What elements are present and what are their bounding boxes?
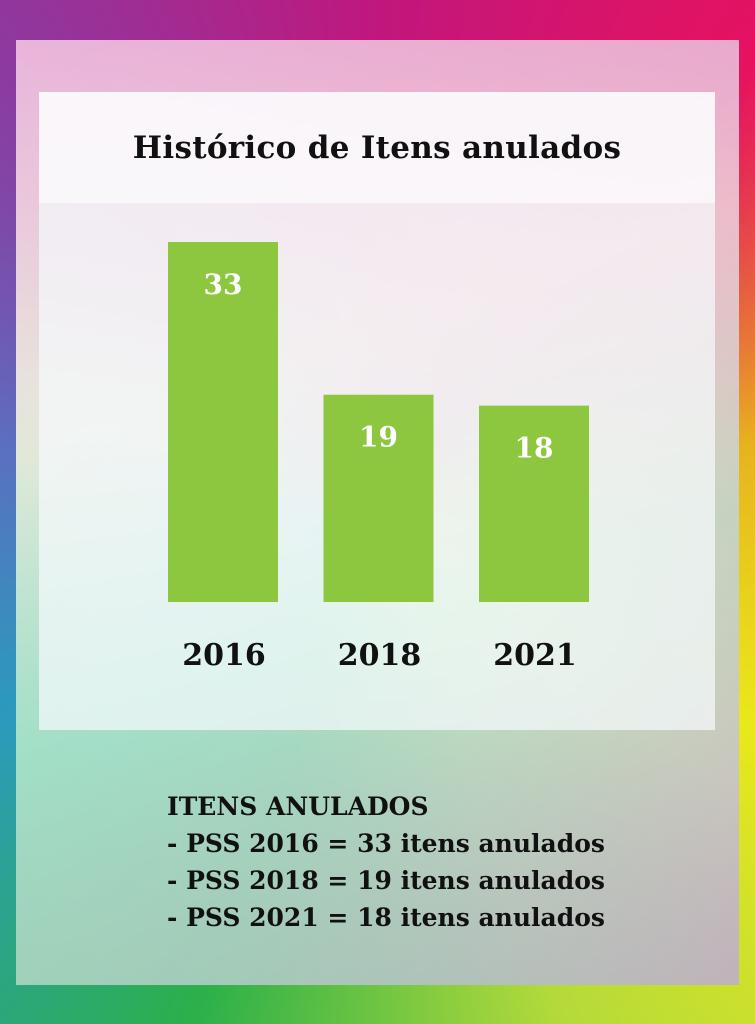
bar-2016 — [168, 242, 278, 602]
x-tick-2021: 2021 — [493, 638, 577, 673]
summary-line-2021: - PSS 2021 = 18 itens anulados — [167, 903, 605, 932]
data-label-2018: 19 — [359, 421, 398, 454]
chart-title: Histórico de Itens anulados — [132, 129, 622, 166]
x-tick-2016: 2016 — [182, 638, 266, 673]
bar-2021 — [479, 405, 589, 602]
data-label-2016: 33 — [204, 268, 243, 301]
data-label-2021: 18 — [515, 432, 554, 465]
x-tick-2018: 2018 — [338, 638, 422, 673]
summary-line-2018: - PSS 2018 = 19 itens anulados — [167, 866, 605, 895]
summary-line-2016: - PSS 2016 = 33 itens anulados — [167, 829, 605, 858]
title-band: Histórico de Itens anulados — [39, 92, 715, 203]
summary-block: ITENS ANULADOS - PSS 2016 = 33 itens anu… — [167, 788, 605, 936]
summary-heading: ITENS ANULADOS — [167, 792, 429, 821]
bar-2018 — [323, 394, 434, 602]
chart-panel: Histórico de Itens anulados — [39, 92, 715, 730]
